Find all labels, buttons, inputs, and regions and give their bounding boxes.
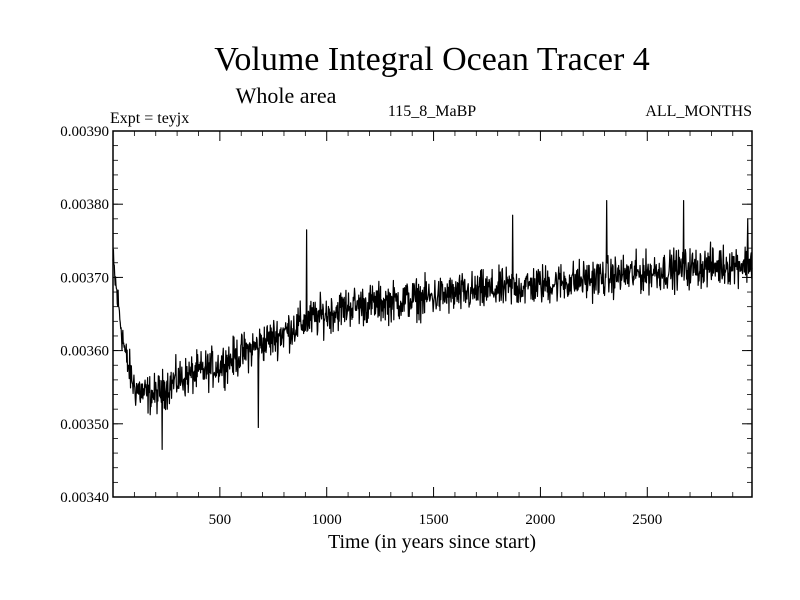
y-tick-label: 0.00350	[60, 417, 109, 433]
data-layer	[112, 199, 753, 451]
chart-subtitle: Whole area	[236, 83, 337, 108]
y-tick-label: 0.00390	[60, 124, 109, 140]
x-tick-label: 1500	[419, 512, 449, 528]
run-label: 115_8_MaBP	[388, 103, 476, 120]
chart-title: Volume Integral Ocean Tracer 4	[214, 41, 650, 78]
x-tick-label: 500	[209, 512, 232, 528]
series-line	[112, 199, 753, 451]
y-tick-label: 0.00370	[60, 270, 109, 286]
plot-frame	[112, 130, 753, 498]
x-tick-label: 2500	[632, 512, 662, 528]
y-tick-label: 0.00360	[60, 344, 109, 360]
y-tick-label: 0.00380	[60, 197, 109, 213]
period-label: ALL_MONTHS	[645, 103, 752, 120]
x-axis-label: Time (in years since start)	[328, 531, 536, 553]
y-tick-label: 0.00340	[60, 490, 109, 506]
x-tick-label: 1000	[312, 512, 342, 528]
experiment-label: Expt = teyjx	[110, 110, 189, 127]
axis-layer: 0.00340 0.00350 0.00360 0.00370 0.00380 0.003…	[60, 124, 752, 528]
x-tick-label: 2000	[525, 512, 555, 528]
